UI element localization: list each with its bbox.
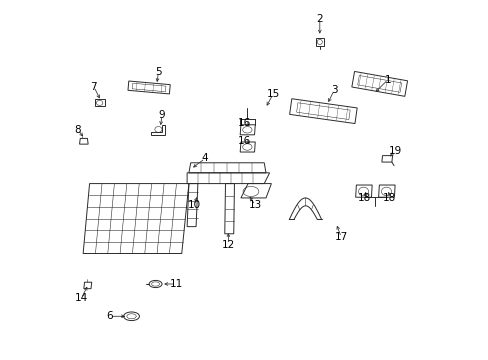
Text: 11: 11 (169, 279, 183, 289)
Text: 5: 5 (155, 67, 162, 77)
Text: 18: 18 (382, 193, 396, 203)
Text: 4: 4 (202, 153, 208, 163)
Text: 2: 2 (316, 14, 323, 24)
Text: 19: 19 (387, 146, 401, 156)
Text: 6: 6 (106, 311, 113, 321)
Text: 16: 16 (237, 136, 251, 145)
Text: 16: 16 (237, 118, 251, 128)
Text: 13: 13 (248, 200, 262, 210)
Text: 7: 7 (90, 82, 97, 92)
Text: 10: 10 (187, 200, 201, 210)
Text: 17: 17 (334, 232, 347, 242)
Text: 18: 18 (357, 193, 370, 203)
Text: 3: 3 (330, 85, 337, 95)
Text: 1: 1 (384, 75, 390, 85)
Text: 15: 15 (266, 89, 279, 99)
Text: 12: 12 (221, 239, 235, 249)
Text: 8: 8 (74, 125, 81, 135)
Text: 9: 9 (159, 111, 165, 121)
Text: 14: 14 (75, 293, 88, 303)
